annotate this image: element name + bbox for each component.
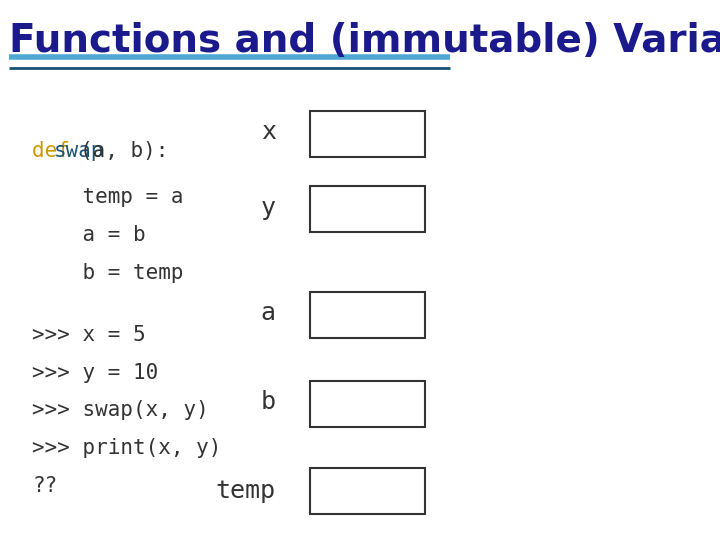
Text: ??: ?? <box>32 476 58 496</box>
Text: a = b: a = b <box>32 225 145 245</box>
FancyBboxPatch shape <box>310 111 425 157</box>
Text: def: def <box>32 141 83 161</box>
Text: Functions and (immutable) Variables: Functions and (immutable) Variables <box>9 22 720 59</box>
FancyBboxPatch shape <box>310 292 425 338</box>
Text: x: x <box>261 120 276 144</box>
FancyBboxPatch shape <box>310 381 425 427</box>
Text: swap: swap <box>54 141 104 161</box>
Text: >>> y = 10: >>> y = 10 <box>32 362 158 383</box>
Text: temp = a: temp = a <box>32 187 184 207</box>
Text: >>> x = 5: >>> x = 5 <box>32 325 145 345</box>
Text: b: b <box>261 390 276 414</box>
Text: >>> swap(x, y): >>> swap(x, y) <box>32 400 209 421</box>
FancyBboxPatch shape <box>310 468 425 514</box>
Text: temp: temp <box>215 480 276 503</box>
Text: a: a <box>261 301 276 325</box>
Text: y: y <box>261 196 276 220</box>
Text: >>> print(x, y): >>> print(x, y) <box>32 438 222 458</box>
Text: b = temp: b = temp <box>32 262 184 283</box>
Text: (a, b):: (a, b): <box>80 141 168 161</box>
FancyBboxPatch shape <box>310 186 425 232</box>
